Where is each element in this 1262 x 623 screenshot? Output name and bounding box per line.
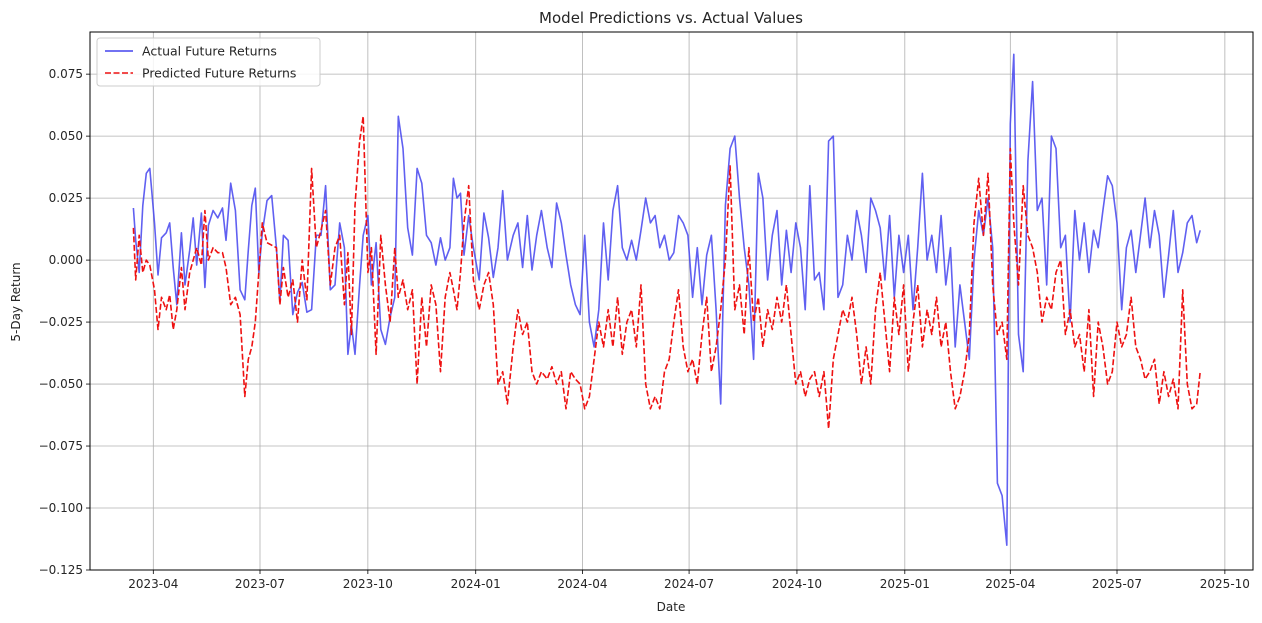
y-tick-label: 0.050 bbox=[49, 129, 83, 143]
x-tick-label: 2025-01 bbox=[880, 577, 930, 591]
x-tick-label: 2023-10 bbox=[343, 577, 393, 591]
y-tick-label: −0.100 bbox=[39, 501, 83, 515]
legend-box bbox=[96, 37, 321, 87]
series-line-predicted bbox=[132, 115, 1201, 430]
legend: Actual Future Returns Predicted Future Re… bbox=[96, 37, 321, 87]
legend-label: Predicted Future Returns bbox=[142, 66, 296, 81]
legend-label: Actual Future Returns bbox=[142, 44, 277, 59]
plot-frame bbox=[89, 31, 1254, 571]
x-tick-label: 2023-07 bbox=[235, 577, 285, 591]
y-tick-label: −0.125 bbox=[39, 563, 83, 577]
x-tick-label: 2025-10 bbox=[1200, 577, 1250, 591]
y-tick-label: −0.025 bbox=[39, 315, 83, 329]
y-axis-title: 5-Day Return bbox=[9, 262, 23, 341]
x-tick-label: 2024-01 bbox=[451, 577, 501, 591]
y-tick-label: 0.000 bbox=[49, 253, 83, 267]
series-layer bbox=[132, 53, 1201, 546]
x-axis: 2023-04 2023-07 2023-10 2024-01 2024-04 2024-… bbox=[128, 570, 1250, 591]
x-tick-label: 2024-07 bbox=[664, 577, 714, 591]
y-axis: 0.075 0.050 0.025 0.000 −0.025 −0.050 −0.075 −0… bbox=[39, 67, 90, 577]
x-tick-label: 2025-04 bbox=[985, 577, 1035, 591]
y-tick-label: −0.050 bbox=[39, 377, 83, 391]
series-line-actual bbox=[132, 53, 1201, 546]
x-tick-label: 2025-07 bbox=[1092, 577, 1142, 591]
x-tick-label: 2023-04 bbox=[128, 577, 178, 591]
y-tick-label: −0.075 bbox=[39, 439, 83, 453]
x-tick-label: 2024-04 bbox=[557, 577, 607, 591]
x-tick-label: 2024-10 bbox=[772, 577, 822, 591]
y-tick-label: 0.075 bbox=[49, 67, 83, 81]
x-axis-title: Date bbox=[657, 600, 686, 614]
y-tick-label: 0.025 bbox=[49, 191, 83, 205]
chart-title: Model Predictions vs. Actual Values bbox=[539, 9, 803, 27]
